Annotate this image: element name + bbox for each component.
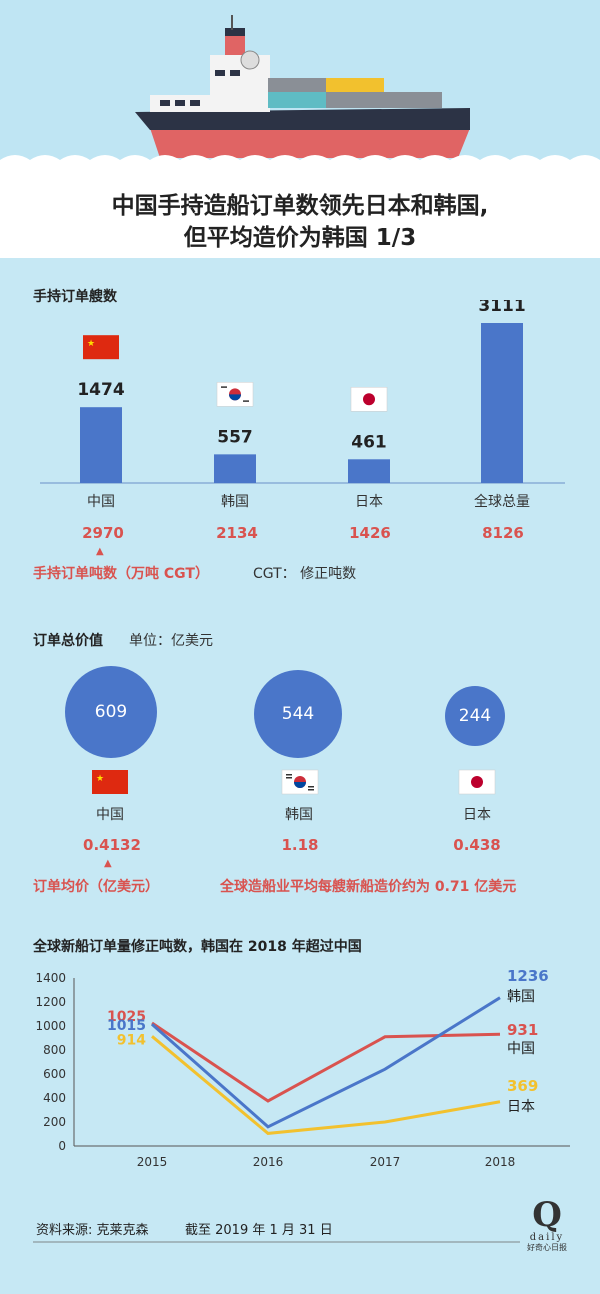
- end-value-label: 931: [507, 1021, 538, 1039]
- china-flag-icon: ★: [83, 335, 119, 360]
- container: [268, 92, 326, 108]
- category-label: 中国: [96, 807, 124, 823]
- title-line-2: 但平均造价为韩国 1/3: [183, 225, 417, 251]
- japan-flag-icon: [458, 769, 496, 795]
- value-bubble: 244: [445, 686, 505, 746]
- tonnage-value: 2134: [216, 524, 258, 542]
- hull-bottom: [150, 128, 470, 158]
- start-value-label: 1025: [107, 1009, 146, 1025]
- bar-value-label: 557: [217, 427, 253, 447]
- x-tick-label: 2015: [137, 1155, 168, 1169]
- category-label: 韩国: [285, 807, 313, 823]
- bar-value-label: 461: [351, 432, 387, 452]
- container: [326, 92, 384, 108]
- bar-value-label: 1474: [77, 380, 124, 400]
- bar-0: [80, 407, 122, 483]
- logo-cn: 好奇心日报: [527, 1243, 567, 1252]
- bar-chart: 1474 中国 ★ 557 韩国 461 日本 3111 全球总量: [40, 300, 565, 510]
- up-arrow-icon: ▲: [104, 858, 112, 869]
- bar-3: [481, 323, 523, 483]
- avg-price-value: 0.4132: [83, 836, 141, 854]
- bar-category-label: 全球总量: [474, 493, 530, 510]
- cgt-note: CGT： 修正吨数: [253, 566, 357, 582]
- date-text: 截至 2019 年 1 月 31 日: [185, 1223, 333, 1238]
- series-line: [151, 1035, 501, 1135]
- flags-row-2: ★: [92, 769, 496, 795]
- value-bubble: 544: [254, 670, 342, 758]
- section3-title: 全球新船订单量修正吨数，韩国在 2018 年超过中国: [33, 939, 362, 955]
- y-tick-label: 1400: [35, 971, 66, 985]
- end-value-label: 369: [507, 1077, 538, 1095]
- svg-text:★: ★: [87, 339, 95, 349]
- x-tick-label: 2017: [370, 1155, 401, 1169]
- korea-flag-icon: [281, 769, 319, 795]
- bar-category-label: 中国: [87, 494, 115, 510]
- end-value-label: 1236: [507, 967, 549, 985]
- hero-illustration: [0, 0, 600, 170]
- japan-flag-icon: [350, 387, 388, 412]
- brand-logo: Q daily 好奇心日报: [520, 1198, 574, 1253]
- container: [384, 92, 442, 108]
- start-value-label: 914: [117, 1032, 146, 1048]
- y-tick-label: 800: [43, 1043, 66, 1057]
- source-text: 资料来源: 克莱克森: [36, 1223, 149, 1238]
- title-line-1: 中国手持造船订单数领先日本和韩国,: [111, 193, 489, 219]
- tonnage-label: 手持订单吨数（万吨 CGT）: [33, 566, 209, 582]
- series-name-label: 日本: [507, 1099, 535, 1115]
- y-tick-label: 600: [43, 1067, 66, 1081]
- tonnage-value: 1426: [349, 524, 391, 542]
- avg-price-label: 订单均价（亿美元）: [33, 879, 159, 895]
- section2-unit: 单位：亿美元: [129, 633, 213, 649]
- logo-word: daily: [529, 1232, 565, 1243]
- y-tick-label: 1200: [35, 995, 66, 1009]
- tonnage-value: 2970: [82, 524, 124, 542]
- global-avg-note: 全球造船业平均每艘新船造价约为 0.71 亿美元: [220, 879, 517, 895]
- section2-title: 订单总价值: [33, 633, 103, 649]
- start-value-label: 1015: [107, 1018, 146, 1034]
- footer-rule: [33, 1241, 520, 1243]
- x-tick-label: 2016: [253, 1155, 284, 1169]
- svg-text:★: ★: [96, 774, 104, 784]
- line-chart: 0 200 400 600 800 1000 1200 1400 2015 2016 2017 201…: [35, 967, 570, 1169]
- china-flag-icon: ★: [92, 770, 128, 794]
- bar-category-label: 韩国: [221, 494, 249, 510]
- bar-1: [214, 454, 256, 483]
- korea-flag-icon: [216, 382, 254, 407]
- radar-icon: [240, 50, 260, 70]
- bar-category-label: 日本: [355, 494, 383, 510]
- category-label: 日本: [463, 807, 491, 823]
- logo-letter: Q: [532, 1195, 562, 1235]
- series-line: [151, 996, 501, 1129]
- x-tick-label: 2018: [485, 1155, 516, 1169]
- tonnage-value: 8126: [482, 524, 524, 542]
- series-name-label: 中国: [507, 1041, 535, 1057]
- title-band: 中国手持造船订单数领先日本和韩国, 但平均造价为韩国 1/3: [0, 160, 600, 258]
- hull-top: [135, 108, 470, 130]
- superstructure: [150, 95, 270, 112]
- up-arrow-icon: ▲: [96, 546, 104, 557]
- y-tick-label: 400: [43, 1091, 66, 1105]
- value-bubble: 609: [65, 666, 157, 758]
- y-tick-label: 0: [58, 1139, 66, 1153]
- bar-value-label: 3111: [478, 300, 525, 316]
- bar-2: [348, 459, 390, 483]
- y-tick-label: 1000: [35, 1019, 66, 1033]
- ship-illustration: [0, 15, 600, 170]
- series-line: [151, 1021, 501, 1103]
- series-name-label: 韩国: [507, 989, 535, 1005]
- section1-title: 手持订单艘数: [33, 289, 117, 305]
- y-tick-label: 200: [43, 1115, 66, 1129]
- avg-price-value: 1.18: [281, 836, 319, 854]
- avg-price-value: 0.438: [453, 836, 501, 854]
